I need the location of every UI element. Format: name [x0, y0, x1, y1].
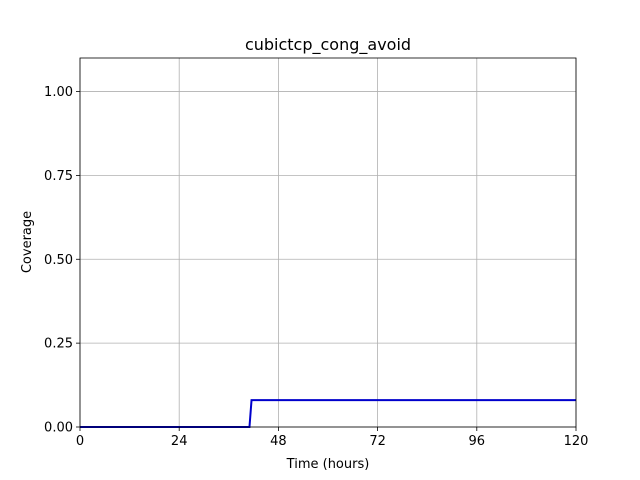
x-tick-label: 72 [369, 434, 386, 449]
chart-title: cubictcp_cong_avoid [245, 35, 411, 55]
series-layer [80, 399, 576, 428]
x-tick-label: 120 [564, 434, 589, 449]
x-tick-label: 48 [270, 434, 287, 449]
y-tick-label: 0.00 [44, 421, 73, 436]
x-tick-label: 0 [76, 434, 84, 449]
coverage-line [80, 399, 576, 428]
x-tick-label: 96 [469, 434, 486, 449]
y-tick-label: 0.75 [44, 169, 73, 184]
grid [79, 58, 577, 428]
y-tick-label: 0.25 [44, 337, 73, 352]
x-axis-label: Time (hours) [286, 457, 370, 472]
y-tick-label: 0.50 [44, 253, 73, 268]
x-tick-label: 24 [171, 434, 188, 449]
ticks: 0 24 48 72 96 120 0.00 0.25 0.50 0.75 1.00 [44, 85, 588, 449]
y-tick-label: 1.00 [44, 85, 73, 100]
plot-frame [79, 57, 577, 428]
y-axis-label: Coverage [20, 211, 35, 273]
